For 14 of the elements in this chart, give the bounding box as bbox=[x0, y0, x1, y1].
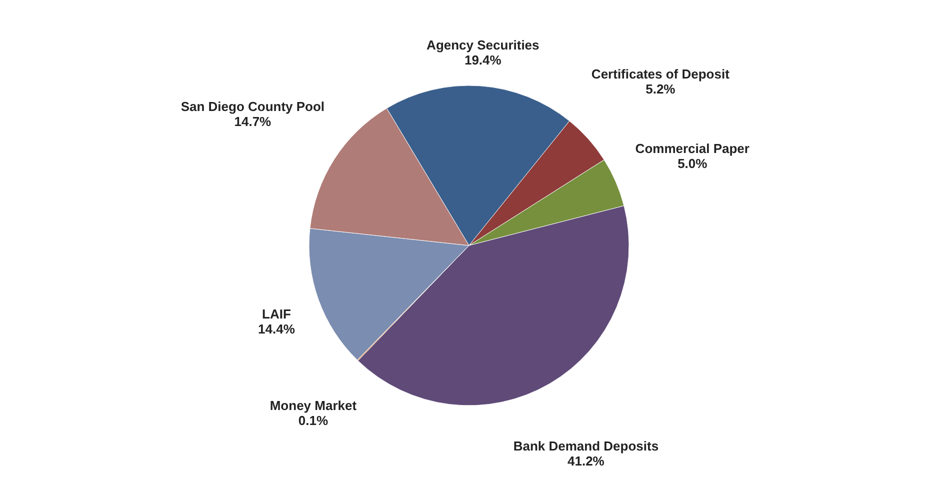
slice-label: Money Market bbox=[270, 398, 358, 414]
slice-label: Agency Securities bbox=[426, 38, 540, 53]
data-label: 5.2% bbox=[646, 82, 676, 97]
slice-label: San Diego County Pool bbox=[180, 99, 325, 114]
slice-label: Certificates of Deposit bbox=[591, 66, 730, 82]
data-label: 0.1% bbox=[298, 413, 328, 428]
slice-label: Commercial Paper bbox=[635, 140, 750, 156]
data-label: 19.4% bbox=[464, 52, 502, 68]
data-label: 14.7% bbox=[234, 114, 272, 130]
slice-label: LAIF bbox=[262, 306, 291, 322]
data-label: 5.0% bbox=[678, 156, 708, 171]
slice-label: Bank Demand Deposits bbox=[513, 438, 659, 454]
data-label: 41.2% bbox=[568, 453, 605, 468]
data-label: 14.4% bbox=[258, 322, 296, 337]
